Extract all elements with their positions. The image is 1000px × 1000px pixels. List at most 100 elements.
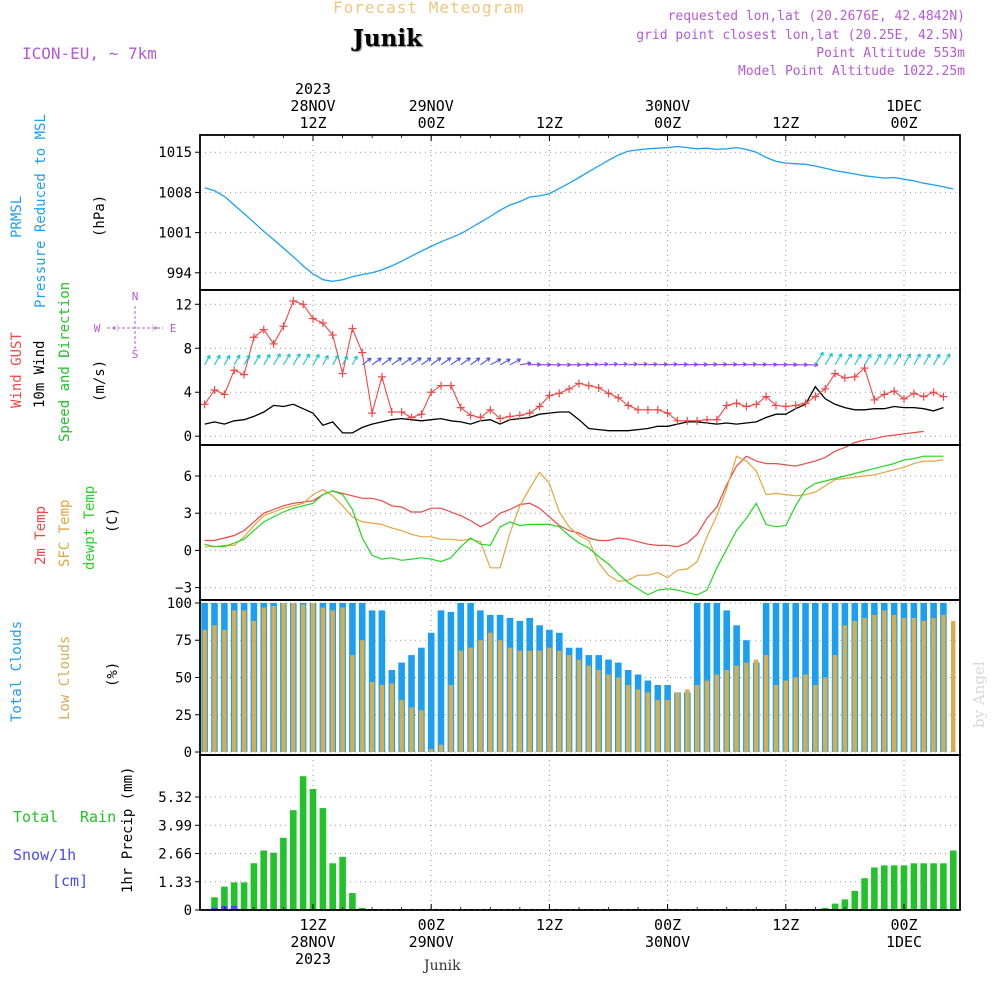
gust-marker (604, 389, 613, 398)
top-time-label: 1DEC (886, 97, 922, 115)
gust-marker (210, 386, 219, 395)
snow-bar (211, 907, 218, 910)
wind-direction-arrow (509, 358, 522, 366)
gust-marker (821, 384, 830, 393)
low-cloud-bar (931, 617, 936, 752)
gust-marker (476, 413, 485, 422)
rain-bar (358, 907, 366, 910)
rain-bar (861, 878, 868, 910)
top-time-label: 29NOV (409, 97, 454, 115)
gust-marker (742, 402, 751, 411)
total-cloud-bar (447, 611, 455, 752)
rain-bar (240, 882, 248, 910)
low-cloud-bar (911, 617, 916, 752)
low-cloud-bar (232, 610, 237, 752)
wind-direction-arrow (559, 362, 572, 368)
low-cloud-bar (202, 629, 207, 752)
10m-wind-label: 10m Wind (32, 340, 48, 408)
gust-marker (486, 405, 495, 414)
wind-direction-arrow (490, 358, 502, 366)
rain-bar (900, 865, 908, 910)
snow-bar (230, 905, 238, 910)
rain-bar (221, 886, 228, 910)
wind-direction-arrow (233, 354, 241, 366)
wind-direction-arrow (411, 357, 422, 366)
wind-direction-arrow (342, 355, 348, 366)
compass-west: W (94, 322, 101, 335)
gust-marker (919, 392, 928, 401)
gust-marker (614, 393, 623, 402)
low-cloud-bar (271, 606, 276, 753)
rain-bar (260, 850, 267, 910)
low-cloud-bar (901, 617, 907, 752)
low-cloud-bar (399, 699, 404, 753)
gust-marker (446, 381, 455, 390)
gust-marker (387, 408, 396, 417)
rain-bar (881, 865, 888, 910)
wind-direction-arrow (440, 357, 452, 366)
wind-direction-arrow (223, 354, 231, 366)
wind-direction-arrow (529, 362, 541, 367)
compass-north: N (132, 290, 139, 303)
pressure-ytick-label: 1015 (158, 145, 192, 161)
gust-marker (929, 388, 938, 397)
gust-marker (555, 389, 564, 398)
wind-direction-arrow (322, 354, 329, 366)
low-cloud-bar (714, 674, 719, 752)
wind-direction-arrow (569, 362, 581, 368)
wind-direction-arrow (756, 362, 767, 367)
gust-marker (791, 401, 800, 410)
point-altitude: Point Altitude 553m (816, 46, 965, 61)
low-cloud-bar (951, 620, 956, 753)
precip-panel-frame (199, 754, 961, 911)
low-cloud-bar (448, 685, 454, 753)
low-cloud-bar (379, 685, 385, 753)
rain-bar (270, 852, 277, 910)
chart-title: Forecast Meteogram (333, 0, 525, 17)
gust-marker (466, 411, 475, 420)
bottom-time-label: 00Z (654, 916, 681, 934)
low-cloud-bar (842, 625, 848, 752)
wind-direction-arrow (893, 353, 902, 366)
low-cloud-bar (872, 614, 877, 752)
temp-ytick-label: −3 (175, 581, 192, 597)
wind-direction-arrow (421, 357, 432, 366)
low-cloud-bar (704, 680, 710, 752)
wind-direction-arrow (401, 357, 412, 366)
low-cloud-bar (507, 647, 513, 752)
bottom-time-label: 12Z (772, 916, 799, 934)
bottom-time-label: 12Z (536, 916, 563, 934)
wind-direction-arrow (736, 362, 747, 367)
rain-bar (851, 890, 859, 910)
gust-marker (840, 373, 849, 382)
gust-marker (909, 389, 918, 398)
gust-marker (574, 379, 583, 388)
wind-direction-arrow (844, 353, 852, 366)
wind-direction-arrow (923, 353, 931, 366)
rain-label: Rain (80, 808, 117, 826)
station-name: Junik (353, 25, 422, 52)
wind-speed-line (204, 385, 944, 434)
plot-area (200, 135, 960, 910)
gust-marker (427, 388, 436, 397)
wind-ytick-label: 4 (184, 385, 192, 401)
low-cloud-bar (724, 670, 729, 752)
total-label: Total (13, 808, 59, 826)
c-unit-label: (C) (105, 507, 121, 533)
precip-ytick-label: 1.33 (158, 875, 192, 891)
rain-bar (910, 863, 918, 910)
low-cloud-bar (862, 617, 867, 752)
pressure-ytick-label: 1001 (158, 226, 192, 242)
2m-temp-label: 2m Temp (33, 505, 49, 565)
gust-marker (545, 391, 554, 400)
low-cloud-bar (685, 689, 690, 752)
low-cloud-bar (645, 692, 651, 752)
low-cloud-bar (655, 699, 660, 753)
wind-direction-arrow (706, 362, 718, 367)
wind-direction-arrow (814, 351, 824, 366)
compass-rose (107, 306, 163, 350)
low-cloud-bar (389, 683, 394, 753)
gust-marker (712, 415, 721, 424)
bottom-time-label: 00Z (890, 916, 917, 934)
low-cloud-bar (852, 620, 857, 753)
